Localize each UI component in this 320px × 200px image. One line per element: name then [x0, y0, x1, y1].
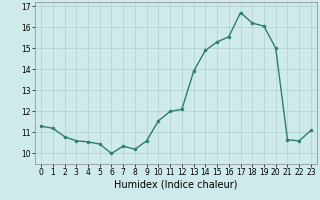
X-axis label: Humidex (Indice chaleur): Humidex (Indice chaleur)	[114, 180, 238, 190]
